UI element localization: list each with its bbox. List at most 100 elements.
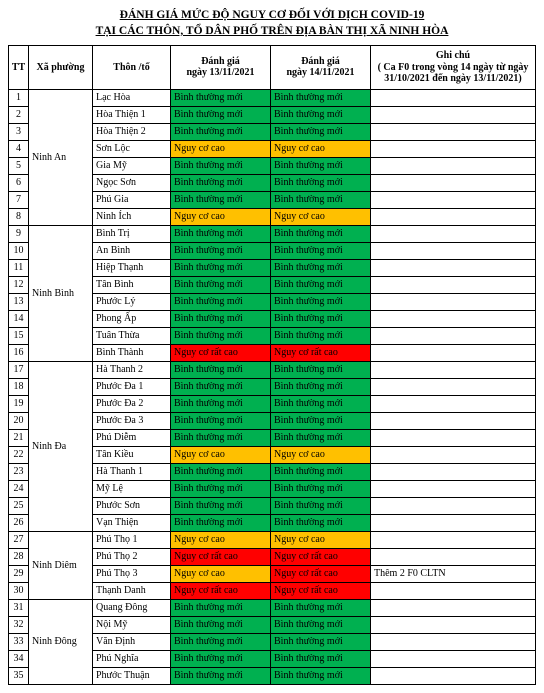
cell-note	[371, 327, 536, 344]
cell-tt: 32	[9, 616, 29, 633]
cell-note	[371, 242, 536, 259]
table-body: 1Ninh AnLạc HòaBình thường mớiBình thườn…	[9, 89, 536, 684]
cell-thon: Ngọc Sơn	[93, 174, 171, 191]
cell-tt: 24	[9, 480, 29, 497]
cell-status: Nguy cơ rất cao	[171, 344, 271, 361]
cell-note	[371, 106, 536, 123]
cell-tt: 25	[9, 497, 29, 514]
cell-status: Bình thường mới	[171, 497, 271, 514]
cell-tt: 20	[9, 412, 29, 429]
cell-status: Bình thường mới	[271, 463, 371, 480]
cell-note	[371, 412, 536, 429]
cell-thon: Bình Thành	[93, 344, 171, 361]
cell-status: Nguy cơ rất cao	[271, 344, 371, 361]
cell-status: Nguy cơ rất cao	[271, 565, 371, 582]
cell-tt: 18	[9, 378, 29, 395]
cell-status: Bình thường mới	[271, 106, 371, 123]
cell-note	[371, 361, 536, 378]
cell-status: Bình thường mới	[271, 667, 371, 684]
cell-thon: Phong Ấp	[93, 310, 171, 327]
cell-status: Bình thường mới	[171, 157, 271, 174]
cell-status: Nguy cơ cao	[171, 446, 271, 463]
cell-thon: Phước Đa 1	[93, 378, 171, 395]
cell-tt: 1	[9, 89, 29, 106]
cell-status: Bình thường mới	[171, 191, 271, 208]
cell-status: Bình thường mới	[171, 480, 271, 497]
cell-tt: 11	[9, 259, 29, 276]
cell-thon: Quang Đông	[93, 599, 171, 616]
cell-status: Bình thường mới	[171, 123, 271, 140]
cell-status: Bình thường mới	[271, 310, 371, 327]
header-dg2: Đánh giá ngày 14/11/2021	[271, 46, 371, 90]
cell-status: Bình thường mới	[271, 123, 371, 140]
cell-tt: 27	[9, 531, 29, 548]
cell-status: Bình thường mới	[171, 514, 271, 531]
cell-status: Bình thường mới	[171, 616, 271, 633]
cell-thon: Hà Thanh 1	[93, 463, 171, 480]
cell-status: Bình thường mới	[271, 514, 371, 531]
cell-tt: 26	[9, 514, 29, 531]
cell-tt: 21	[9, 429, 29, 446]
cell-tt: 33	[9, 633, 29, 650]
header-note: Ghi chú ( Ca F0 trong vòng 14 ngày từ ng…	[371, 46, 536, 90]
cell-tt: 5	[9, 157, 29, 174]
cell-status: Bình thường mới	[171, 174, 271, 191]
cell-note	[371, 310, 536, 327]
cell-thon: Phước Đa 3	[93, 412, 171, 429]
title-line-1: ĐÁNH GIÁ MỨC ĐỘ NGUY CƠ ĐỐI VỚI DỊCH COV…	[120, 9, 425, 21]
cell-tt: 29	[9, 565, 29, 582]
cell-status: Bình thường mới	[171, 378, 271, 395]
title-line-2: TẠI CÁC THÔN, TỔ DÂN PHỐ TRÊN ĐỊA BÀN TH…	[96, 25, 449, 37]
cell-thon: Ninh Ích	[93, 208, 171, 225]
cell-status: Bình thường mới	[171, 412, 271, 429]
cell-status: Nguy cơ cao	[171, 208, 271, 225]
cell-note	[371, 548, 536, 565]
cell-status: Bình thường mới	[271, 157, 371, 174]
cell-tt: 15	[9, 327, 29, 344]
cell-status: Bình thường mới	[171, 463, 271, 480]
cell-note	[371, 259, 536, 276]
cell-tt: 10	[9, 242, 29, 259]
cell-thon: Phước Đa 2	[93, 395, 171, 412]
cell-status: Bình thường mới	[271, 276, 371, 293]
header-thon: Thôn /tổ	[93, 46, 171, 90]
cell-thon: Văn Định	[93, 633, 171, 650]
table-row: 17Ninh ĐaHà Thanh 2Bình thường mớiBình t…	[9, 361, 536, 378]
cell-thon: Phú Thọ 1	[93, 531, 171, 548]
cell-status: Bình thường mới	[271, 650, 371, 667]
cell-status: Nguy cơ cao	[271, 208, 371, 225]
cell-xa: Ninh Diêm	[29, 531, 93, 599]
cell-note	[371, 582, 536, 599]
table-row: 1Ninh AnLạc HòaBình thường mớiBình thườn…	[9, 89, 536, 106]
cell-tt: 28	[9, 548, 29, 565]
cell-tt: 31	[9, 599, 29, 616]
cell-tt: 17	[9, 361, 29, 378]
cell-note	[371, 140, 536, 157]
cell-thon: Lạc Hòa	[93, 89, 171, 106]
cell-status: Bình thường mới	[271, 497, 371, 514]
cell-tt: 7	[9, 191, 29, 208]
cell-note	[371, 497, 536, 514]
cell-status: Bình thường mới	[271, 616, 371, 633]
header-dg1: Đánh giá ngày 13/11/2021	[171, 46, 271, 90]
cell-thon: Tân Bình	[93, 276, 171, 293]
cell-status: Nguy cơ rất cao	[271, 548, 371, 565]
header-row: TT Xã phường Thôn /tổ Đánh giá ngày 13/1…	[9, 46, 536, 90]
cell-note	[371, 633, 536, 650]
cell-note	[371, 378, 536, 395]
cell-status: Nguy cơ rất cao	[171, 582, 271, 599]
cell-note	[371, 174, 536, 191]
cell-tt: 14	[9, 310, 29, 327]
cell-thon: Phước Sơn	[93, 497, 171, 514]
cell-tt: 6	[9, 174, 29, 191]
cell-status: Bình thường mới	[171, 633, 271, 650]
cell-note	[371, 463, 536, 480]
cell-thon: Phú Nghĩa	[93, 650, 171, 667]
cell-thon: Phú Thọ 2	[93, 548, 171, 565]
cell-note	[371, 650, 536, 667]
cell-status: Bình thường mới	[271, 361, 371, 378]
cell-status: Bình thường mới	[171, 259, 271, 276]
cell-status: Bình thường mới	[171, 667, 271, 684]
cell-note	[371, 157, 536, 174]
cell-tt: 2	[9, 106, 29, 123]
